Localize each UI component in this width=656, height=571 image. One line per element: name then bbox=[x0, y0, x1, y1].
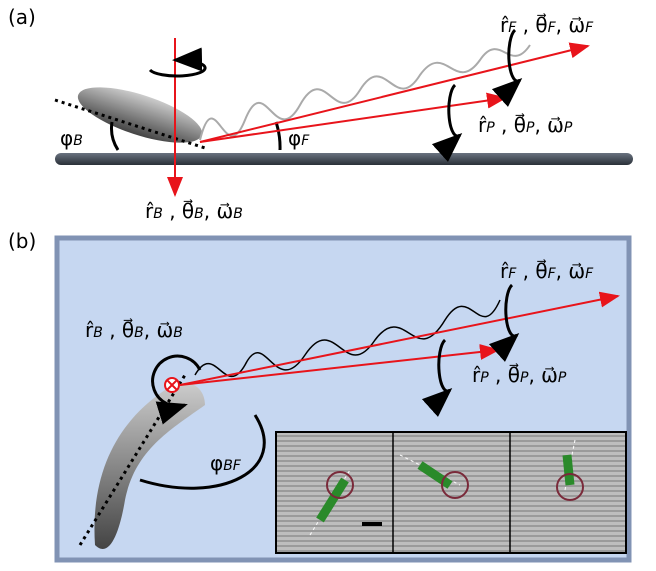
subscript: F bbox=[585, 20, 594, 36]
symbol: , ω⃗ bbox=[534, 113, 563, 137]
symbol: , ω⃗ bbox=[556, 13, 585, 37]
symbol: , θ⃗ bbox=[516, 12, 547, 37]
rotation bbox=[449, 85, 460, 136]
subscript: P bbox=[564, 120, 573, 136]
symbol: , θ⃗ bbox=[163, 198, 194, 223]
figure: (a) r̂F , θ⃗F, ω⃗Fr̂P , θ⃗P, ω⃗Pr̂B , θ⃗… bbox=[0, 0, 656, 567]
vector-label: r̂B , θ⃗B, ω⃗B bbox=[145, 198, 243, 223]
symbol: φ bbox=[60, 126, 73, 150]
subscript: B bbox=[153, 206, 163, 222]
subscript: F bbox=[301, 133, 310, 149]
micrograph-inset bbox=[276, 432, 626, 553]
subscript: B bbox=[73, 133, 83, 149]
subscript: B bbox=[233, 206, 243, 222]
symbol: , ω⃗ bbox=[528, 363, 557, 387]
subscript: B bbox=[134, 325, 144, 341]
symbol: , θ⃗ bbox=[103, 317, 134, 342]
symbol: , ω⃗ bbox=[556, 259, 585, 283]
rotation bbox=[150, 60, 205, 76]
subscript: B bbox=[194, 206, 204, 222]
subscript: B bbox=[173, 325, 183, 341]
panel-tag: (a) bbox=[8, 5, 36, 29]
panel-tag: (b) bbox=[8, 229, 36, 253]
subscript: F bbox=[585, 266, 594, 282]
surface bbox=[55, 153, 633, 165]
symbol: , ω⃗ bbox=[144, 318, 173, 342]
angle-label: φF bbox=[288, 126, 310, 150]
angle-label: φB bbox=[60, 126, 83, 150]
symbol: , θ⃗ bbox=[495, 112, 526, 137]
subscript: P bbox=[558, 370, 567, 386]
symbol: φ bbox=[288, 126, 301, 150]
vector-label: r̂F , θ⃗F, ω⃗F bbox=[500, 12, 594, 37]
symbol: , θ⃗ bbox=[516, 258, 547, 283]
symbol: φ bbox=[210, 451, 223, 475]
symbol: , ω⃗ bbox=[204, 199, 233, 223]
angle-arc bbox=[276, 122, 280, 150]
subscript: BF bbox=[223, 458, 242, 474]
subscript: B bbox=[93, 325, 103, 341]
cell-body bbox=[72, 76, 208, 154]
symbol: , θ⃗ bbox=[489, 362, 520, 387]
vector-label: r̂P , θ⃗P, ω⃗P bbox=[478, 112, 573, 137]
